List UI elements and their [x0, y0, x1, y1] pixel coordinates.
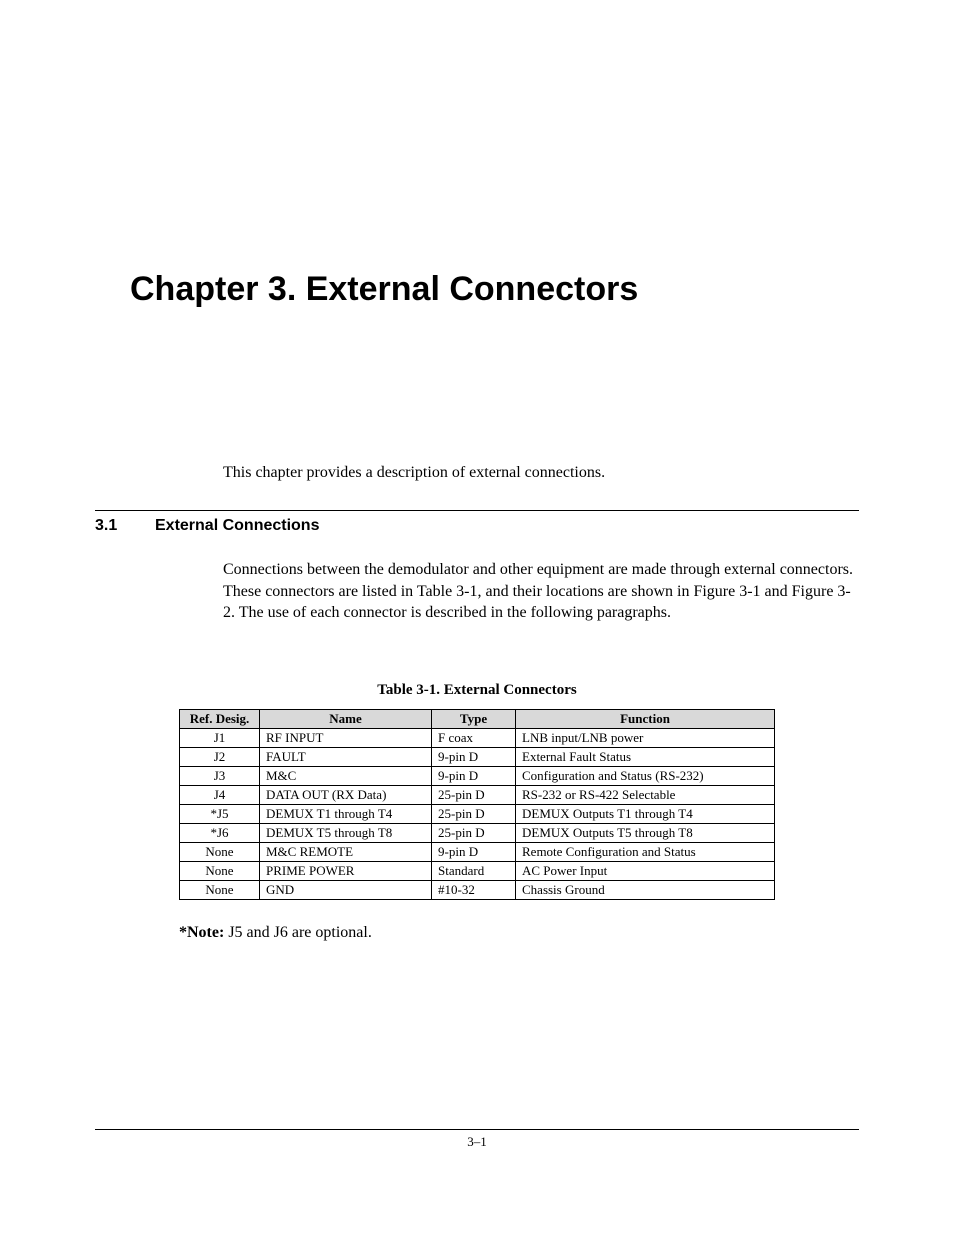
table-row: NoneM&C REMOTE9-pin DRemote Configuratio… [180, 842, 775, 861]
table-header-row: Ref. Desig. Name Type Function [180, 709, 775, 728]
table-cell: None [180, 880, 260, 899]
table-cell: J1 [180, 728, 260, 747]
chapter-title: Chapter 3. External Connectors [95, 270, 859, 309]
table-cell: 25-pin D [432, 785, 516, 804]
table-row: J3M&C9-pin DConfiguration and Status (RS… [180, 766, 775, 785]
section-body: Connections between the demodulator and … [223, 559, 859, 624]
table-cell: AC Power Input [516, 861, 775, 880]
table-note: *Note: J5 and J6 are optional. [179, 924, 859, 942]
table-row: J4DATA OUT (RX Data)25-pin DRS-232 or RS… [180, 785, 775, 804]
section-divider [95, 510, 859, 511]
table-row: J1RF INPUTF coaxLNB input/LNB power [180, 728, 775, 747]
section-header: 3.1 External Connections [95, 517, 859, 535]
table-cell: FAULT [260, 747, 432, 766]
section-title: External Connections [155, 517, 859, 535]
note-body: J5 and J6 are optional. [224, 924, 372, 941]
table-cell: M&C REMOTE [260, 842, 432, 861]
table-cell: Chassis Ground [516, 880, 775, 899]
col-header-name: Name [260, 709, 432, 728]
table-cell: LNB input/LNB power [516, 728, 775, 747]
page-footer: 3–1 [95, 1129, 859, 1150]
table-cell: RS-232 or RS-422 Selectable [516, 785, 775, 804]
table-cell: Configuration and Status (RS-232) [516, 766, 775, 785]
col-header-type: Type [432, 709, 516, 728]
table-cell: DEMUX T5 through T8 [260, 823, 432, 842]
table-cell: J3 [180, 766, 260, 785]
table-cell: PRIME POWER [260, 861, 432, 880]
table-cell: 9-pin D [432, 842, 516, 861]
table-cell: Remote Configuration and Status [516, 842, 775, 861]
intro-paragraph: This chapter provides a description of e… [223, 464, 859, 482]
table-cell: 9-pin D [432, 766, 516, 785]
table-cell: #10-32 [432, 880, 516, 899]
table-cell: *J6 [180, 823, 260, 842]
table-cell: RF INPUT [260, 728, 432, 747]
table-cell: *J5 [180, 804, 260, 823]
table-cell: DEMUX Outputs T5 through T8 [516, 823, 775, 842]
table-row: NoneGND#10-32Chassis Ground [180, 880, 775, 899]
footer-divider [95, 1129, 859, 1130]
table-cell: 25-pin D [432, 804, 516, 823]
table-cell: 25-pin D [432, 823, 516, 842]
table-cell: 9-pin D [432, 747, 516, 766]
table-caption: Table 3-1. External Connectors [95, 682, 859, 699]
table-row: *J6DEMUX T5 through T825-pin DDEMUX Outp… [180, 823, 775, 842]
table-cell: F coax [432, 728, 516, 747]
table-row: *J5DEMUX T1 through T425-pin DDEMUX Outp… [180, 804, 775, 823]
table-cell: DEMUX T1 through T4 [260, 804, 432, 823]
table-cell: None [180, 861, 260, 880]
page-number: 3–1 [95, 1134, 859, 1150]
table-row: J2FAULT9-pin DExternal Fault Status [180, 747, 775, 766]
col-header-function: Function [516, 709, 775, 728]
col-header-ref: Ref. Desig. [180, 709, 260, 728]
table-cell: Standard [432, 861, 516, 880]
table-cell: J4 [180, 785, 260, 804]
table-cell: DEMUX Outputs T1 through T4 [516, 804, 775, 823]
table-cell: External Fault Status [516, 747, 775, 766]
table-cell: GND [260, 880, 432, 899]
connectors-table: Ref. Desig. Name Type Function J1RF INPU… [179, 709, 775, 900]
table-cell: DATA OUT (RX Data) [260, 785, 432, 804]
table-cell: J2 [180, 747, 260, 766]
section-number: 3.1 [95, 517, 155, 535]
table-row: NonePRIME POWERStandardAC Power Input [180, 861, 775, 880]
table-cell: M&C [260, 766, 432, 785]
table-cell: None [180, 842, 260, 861]
note-label: *Note: [179, 924, 224, 941]
